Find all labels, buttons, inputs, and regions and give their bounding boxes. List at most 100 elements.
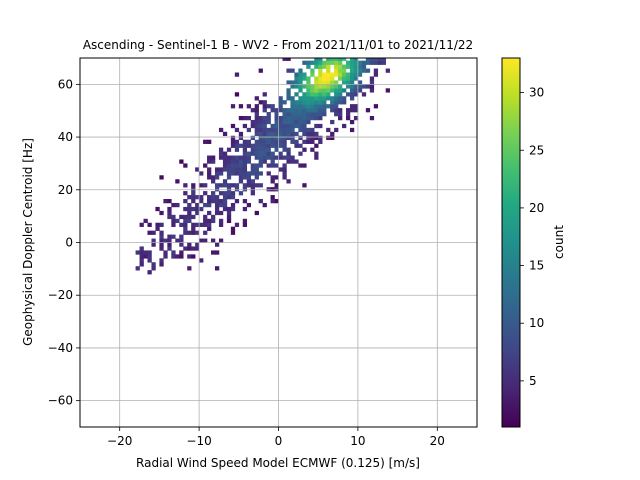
heatmap-cell	[349, 119, 355, 125]
heatmap-cell	[183, 199, 188, 204]
heatmap-cell	[191, 214, 196, 220]
heatmap-cell	[278, 143, 283, 148]
heatmap-cell	[183, 163, 188, 168]
heatmap-cell	[314, 92, 319, 97]
colorbar: 5 10 15 20 25 30 count	[501, 57, 566, 428]
heatmap-cell	[318, 92, 323, 97]
heatmap-cell	[187, 214, 192, 220]
heatmap-cell	[278, 123, 283, 129]
heatmap-cell	[230, 104, 236, 109]
heatmap-cell	[254, 123, 259, 129]
heatmap-cell	[282, 58, 287, 61]
heatmap-cell	[278, 135, 283, 140]
heatmap-cell	[294, 139, 299, 144]
heatmap-cell	[195, 246, 200, 251]
heatmap-cell	[306, 84, 311, 89]
heatmap-cell	[274, 108, 279, 113]
heatmap-cell	[254, 147, 259, 152]
heatmap-cell	[369, 115, 375, 121]
heatmap-cell	[183, 222, 188, 227]
heatmap-cell	[254, 155, 259, 160]
heatmap-cell	[250, 147, 255, 152]
heatmap-cell	[159, 258, 164, 263]
y-tick-label: −60	[48, 394, 73, 408]
heatmap-cell	[230, 226, 236, 231]
heatmap-cell	[310, 96, 315, 101]
heatmap-cell	[282, 171, 287, 176]
heatmap-cell	[302, 123, 307, 129]
heatmap-cell	[338, 60, 343, 65]
heatmap-cell	[302, 100, 307, 105]
heatmap-cell	[326, 60, 331, 65]
heatmap-cell	[298, 151, 303, 156]
heatmap-cell	[353, 64, 359, 69]
heatmap-cell	[353, 84, 359, 89]
heatmap-cell	[349, 80, 355, 85]
heatmap-cell	[199, 183, 204, 188]
heatmap-cell	[238, 115, 244, 121]
heatmap-cell	[199, 199, 204, 204]
heatmap-cell	[238, 143, 244, 148]
heatmap-cell	[373, 58, 379, 61]
heatmap-cell	[242, 123, 248, 129]
heatmap-cell	[361, 64, 367, 69]
heatmap-cell	[298, 76, 303, 81]
heatmap-cell	[258, 143, 263, 148]
heatmap-cell	[318, 108, 323, 113]
heatmap-cell	[258, 100, 263, 105]
heatmap-cell	[342, 72, 347, 77]
heatmap-cell	[345, 84, 351, 89]
heatmap-cell	[361, 68, 367, 73]
heatmap-cell	[183, 246, 188, 251]
colorbar-tick-label: 10	[529, 316, 544, 330]
heatmap-cell	[381, 58, 386, 61]
heatmap-cell	[338, 115, 343, 121]
heatmap-cell	[270, 127, 275, 133]
heatmap-cell	[349, 72, 355, 77]
heatmap-cell	[322, 112, 327, 117]
heatmap-cell	[298, 115, 303, 121]
heatmap-cell	[242, 139, 248, 144]
heatmap-cell	[183, 206, 188, 212]
heatmap-cell	[195, 242, 200, 247]
heatmap-cell	[298, 127, 303, 133]
heatmap-cell	[266, 104, 271, 109]
heatmap-cell	[306, 80, 311, 85]
heatmap-cell	[254, 96, 259, 101]
heatmap-cell	[298, 96, 303, 101]
heatmap-cell	[242, 159, 248, 164]
heatmap-cell	[294, 72, 299, 77]
heatmap-cell	[349, 96, 355, 101]
heatmap-cell	[246, 115, 252, 121]
heatmap-cell	[238, 135, 244, 140]
heatmap-cell	[369, 80, 375, 85]
heatmap-cell	[282, 147, 287, 152]
heatmap-cell	[306, 104, 311, 109]
heatmap-cell	[290, 68, 295, 73]
heatmap-cell	[179, 254, 184, 259]
heatmap-cell	[302, 104, 307, 109]
heatmap-cell	[199, 206, 204, 212]
heatmap-cells	[135, 58, 390, 275]
heatmap-cell	[290, 115, 295, 121]
heatmap-cell	[310, 131, 315, 137]
heatmap-cell	[278, 119, 283, 125]
heatmap-cell	[226, 163, 232, 168]
heatmap-cell	[334, 72, 339, 77]
heatmap-cell	[294, 100, 299, 105]
x-tick-label: −20	[107, 434, 132, 448]
heatmap-cell	[167, 210, 172, 216]
heatmap-cell	[310, 139, 315, 144]
heatmap-cell	[234, 155, 240, 160]
heatmap-cell	[310, 68, 315, 73]
heatmap-cell	[282, 127, 287, 133]
heatmap-cell	[353, 115, 359, 121]
heatmap-cell	[155, 206, 160, 212]
heatmap-cell	[274, 147, 279, 152]
heatmap-cell	[314, 155, 319, 160]
heatmap-cell	[226, 155, 232, 160]
heatmap-cell	[250, 108, 255, 113]
heatmap-cell	[246, 159, 252, 164]
heatmap-cell	[242, 163, 248, 168]
heatmap-cell	[326, 68, 331, 73]
